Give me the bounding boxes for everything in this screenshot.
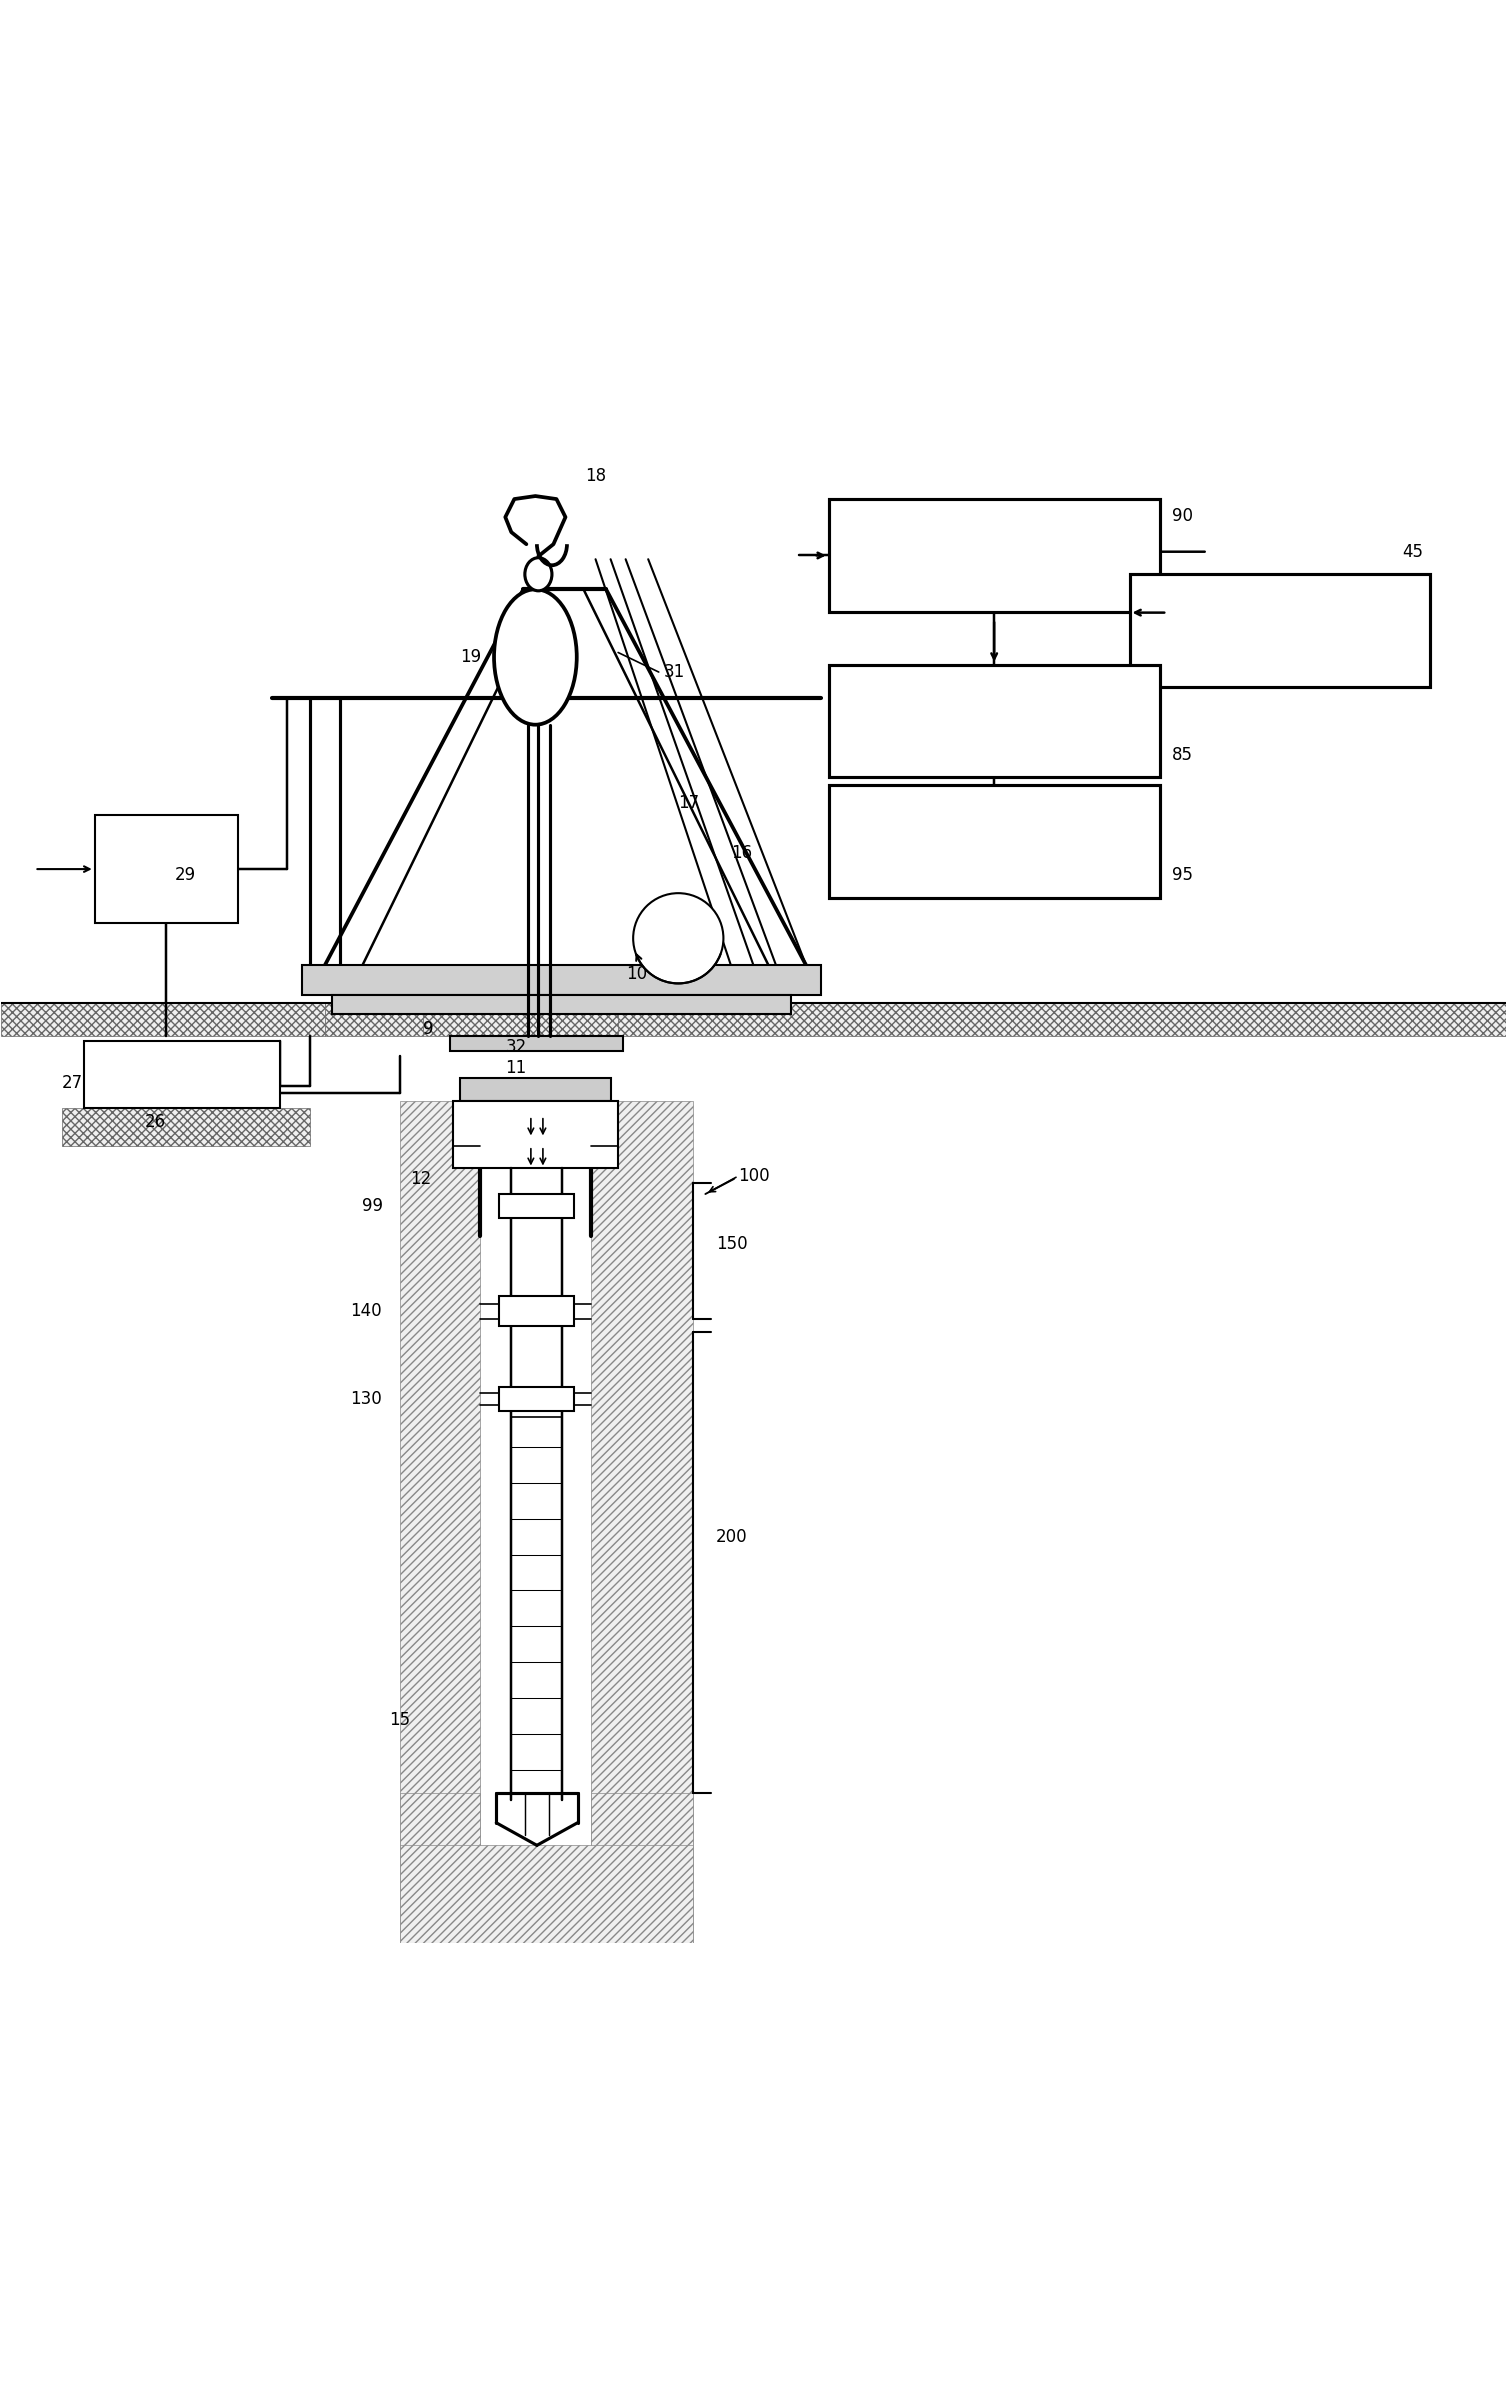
Text: 90: 90 (1171, 507, 1192, 524)
Bar (326, 1003, 422, 1036)
Text: 27: 27 (62, 1074, 83, 1091)
Ellipse shape (524, 557, 552, 591)
Text: 19: 19 (460, 648, 481, 667)
Text: 10: 10 (625, 965, 647, 984)
Text: 130: 130 (350, 1389, 383, 1408)
Bar (399, 1846, 693, 1944)
Text: 15: 15 (389, 1713, 410, 1729)
Text: 29: 29 (175, 867, 196, 884)
Bar (2, 1003, 326, 1036)
Text: 12: 12 (410, 1170, 433, 1189)
Bar (84, 1041, 280, 1108)
Text: 31: 31 (663, 662, 684, 681)
Bar (829, 784, 1160, 898)
Bar (422, 1003, 618, 1036)
Text: 17: 17 (678, 793, 699, 812)
Text: 200: 200 (716, 1527, 747, 1546)
Text: 16: 16 (731, 843, 752, 862)
Bar (829, 500, 1160, 612)
Bar (499, 1193, 574, 1217)
Text: 45: 45 (1402, 543, 1423, 560)
Bar (62, 1108, 310, 1146)
Bar (303, 965, 821, 996)
Bar (511, 1417, 562, 1794)
Bar (499, 1386, 574, 1410)
Ellipse shape (494, 588, 577, 724)
Bar (449, 1036, 622, 1050)
Circle shape (633, 893, 723, 984)
Bar (499, 1296, 574, 1327)
Text: 140: 140 (350, 1303, 381, 1320)
Bar (618, 1003, 1505, 1036)
Bar (1130, 574, 1430, 686)
Text: 95: 95 (1171, 867, 1192, 884)
Bar (452, 1100, 618, 1170)
Text: 18: 18 (585, 467, 606, 486)
Text: 100: 100 (738, 1167, 770, 1184)
Bar (829, 665, 1160, 777)
Text: 9: 9 (422, 1019, 433, 1039)
Text: 26: 26 (145, 1112, 166, 1131)
Text: 99: 99 (362, 1198, 383, 1215)
Bar (460, 1079, 610, 1100)
Bar (591, 1794, 693, 1944)
Text: 150: 150 (716, 1234, 747, 1253)
Text: 85: 85 (1171, 746, 1192, 765)
Text: 11: 11 (505, 1058, 526, 1077)
Bar (333, 996, 791, 1012)
Bar (591, 1100, 693, 1944)
Bar (399, 1794, 479, 1944)
Bar (399, 1100, 479, 1944)
Text: 32: 32 (505, 1039, 526, 1055)
Bar (95, 815, 238, 924)
